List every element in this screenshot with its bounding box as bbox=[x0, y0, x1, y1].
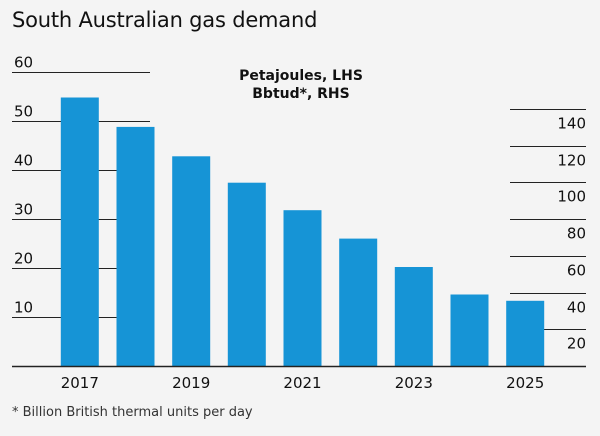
chart-title: South Australian gas demand bbox=[12, 8, 318, 32]
legend-bbtud: Bbtud*, RHS bbox=[252, 86, 349, 102]
x-tick-2025: 2025 bbox=[506, 374, 544, 392]
bar-2022 bbox=[339, 238, 378, 366]
y-axis-right: 20 40 60 80 100 120 140 bbox=[557, 115, 586, 353]
y-left-tick-30: 30 bbox=[14, 201, 33, 219]
bar-2017 bbox=[60, 97, 99, 366]
y-right-tick-140: 140 bbox=[557, 115, 586, 133]
y-left-tick-20: 20 bbox=[14, 250, 33, 268]
y-right-tick-40: 40 bbox=[567, 299, 586, 317]
x-tick-2019: 2019 bbox=[172, 374, 210, 392]
footnote: * Billion British thermal units per day bbox=[12, 405, 253, 420]
x-axis: 2017 2019 2021 2023 2025 bbox=[12, 365, 586, 392]
bar-2021 bbox=[283, 210, 322, 366]
bar-2023 bbox=[394, 267, 433, 366]
y-left-tick-10: 10 bbox=[14, 299, 33, 317]
y-right-tick-20: 20 bbox=[567, 335, 586, 353]
bar-2024 bbox=[450, 294, 489, 366]
x-tick-2023: 2023 bbox=[395, 374, 433, 392]
y-right-tick-100: 100 bbox=[557, 188, 586, 206]
bar-2020 bbox=[227, 182, 266, 366]
y-right-tick-60: 60 bbox=[567, 262, 586, 280]
x-tick-2017: 2017 bbox=[61, 374, 99, 392]
bar-2019 bbox=[172, 156, 211, 366]
y-left-tick-60: 60 bbox=[14, 54, 33, 72]
y-right-tick-80: 80 bbox=[567, 225, 586, 243]
y-right-tick-120: 120 bbox=[557, 152, 586, 170]
x-tick-2021: 2021 bbox=[283, 374, 321, 392]
y-axis-left: 10 20 30 40 50 60 bbox=[14, 54, 33, 317]
y-left-tick-40: 40 bbox=[14, 152, 33, 170]
bar-2018 bbox=[116, 126, 155, 367]
bars bbox=[60, 97, 545, 367]
y-left-tick-50: 50 bbox=[14, 103, 33, 121]
legend-petajoules: Petajoules, LHS bbox=[239, 68, 363, 84]
bar-2025 bbox=[506, 300, 545, 366]
